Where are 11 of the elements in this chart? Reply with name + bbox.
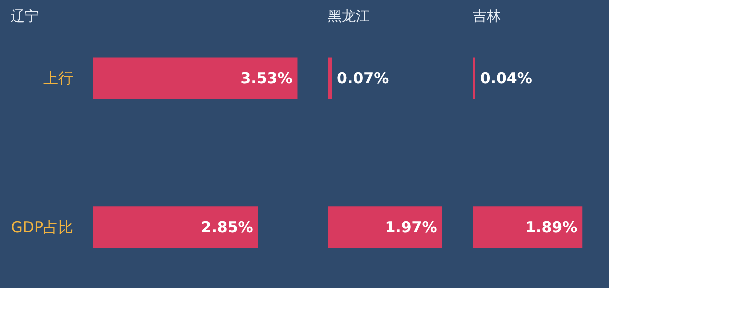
y-tick-label: GDP占比 [11,218,74,236]
y-tick-label: 上行 [44,70,74,88]
data-label: 0.07% [337,70,390,88]
chart-title: 辽宁 [10,9,39,25]
chart-title: 黑龙江 [328,9,370,25]
data-label: 2.85% [201,218,254,236]
data-label: 1.89% [526,218,578,236]
data-label: 1.97% [385,218,438,236]
data-label: 0.04% [480,70,532,88]
data-label: 3.53% [240,70,293,88]
chart-title: 吉林 [473,9,501,25]
